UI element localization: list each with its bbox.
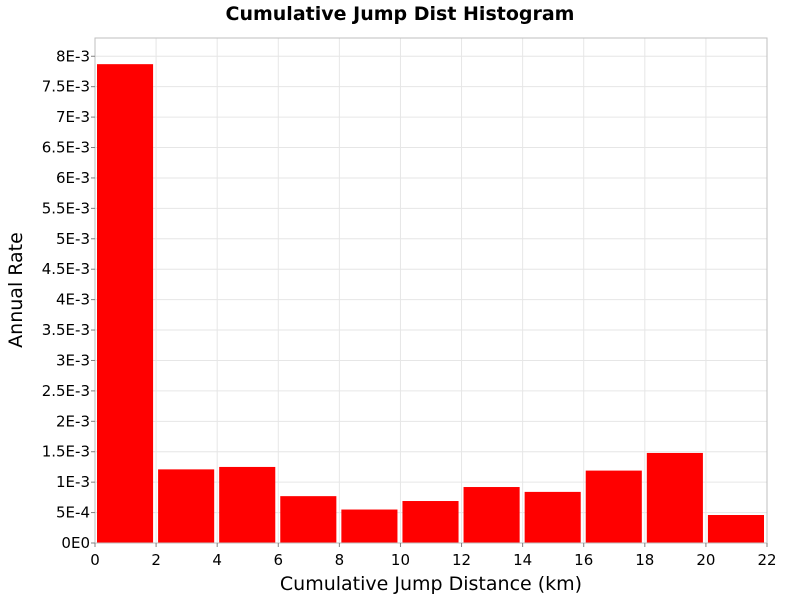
x-tick-label-2: 4 xyxy=(212,551,222,569)
y-axis-label: Annual Rate xyxy=(5,232,27,348)
bar-2 xyxy=(219,466,276,543)
y-tick-label-0: 0E0 xyxy=(61,534,90,552)
x-tick-label-10: 20 xyxy=(696,551,715,569)
x-tick-label-7: 14 xyxy=(513,551,532,569)
x-tick-label-6: 12 xyxy=(452,551,471,569)
bar-9 xyxy=(646,452,703,543)
bar-7 xyxy=(524,491,581,543)
chart-title: Cumulative Jump Dist Histogram xyxy=(226,3,575,25)
x-tick-label-4: 8 xyxy=(335,551,345,569)
x-tick-label-0: 0 xyxy=(90,551,100,569)
y-tick-label-1: 5E-4 xyxy=(56,504,90,522)
y-tick-label-10: 5E-3 xyxy=(56,230,90,248)
x-tick-label-5: 10 xyxy=(391,551,410,569)
bar-5 xyxy=(402,501,459,543)
bar-1 xyxy=(158,469,215,543)
x-tick-label-3: 6 xyxy=(273,551,283,569)
y-tick-label-4: 2E-3 xyxy=(56,412,90,430)
bars xyxy=(97,64,764,543)
bar-4 xyxy=(341,509,398,543)
plot-area-border xyxy=(94,37,768,544)
y-tick-label-3: 1.5E-3 xyxy=(42,443,90,461)
x-tick-label-11: 22 xyxy=(757,551,776,569)
y-tick-label-9: 4.5E-3 xyxy=(42,260,90,278)
x-tick-label-1: 2 xyxy=(151,551,161,569)
bar-6 xyxy=(463,487,520,543)
y-tick-label-5: 2.5E-3 xyxy=(42,382,90,400)
y-tick-label-2: 1E-3 xyxy=(56,473,90,491)
y-tick-label-11: 5.5E-3 xyxy=(42,199,90,217)
y-axis-ticks: 0E0 5E-4 1E-3 1.5E-3 2E-3 2.5E-3 3E-3 3.5E-3 4E-… xyxy=(42,47,95,552)
bar-8 xyxy=(585,470,642,543)
bar-3 xyxy=(280,496,337,543)
y-tick-label-16: 8E-3 xyxy=(56,47,90,65)
y-tick-label-13: 6.5E-3 xyxy=(42,139,90,157)
x-tick-label-9: 18 xyxy=(635,551,654,569)
y-tick-label-8: 4E-3 xyxy=(56,291,90,309)
x-axis-ticks: 0 2 4 6 8 10 12 14 16 18 20 22 xyxy=(90,543,777,569)
bar-0 xyxy=(97,64,154,543)
y-tick-label-6: 3E-3 xyxy=(56,351,90,369)
bar-10 xyxy=(707,515,764,543)
y-tick-label-14: 7E-3 xyxy=(56,108,90,126)
x-tick-label-8: 16 xyxy=(574,551,593,569)
y-tick-label-7: 3.5E-3 xyxy=(42,321,90,339)
y-tick-label-15: 7.5E-3 xyxy=(42,78,90,96)
y-tick-label-12: 6E-3 xyxy=(56,169,90,187)
x-axis-label: Cumulative Jump Distance (km) xyxy=(280,573,582,595)
